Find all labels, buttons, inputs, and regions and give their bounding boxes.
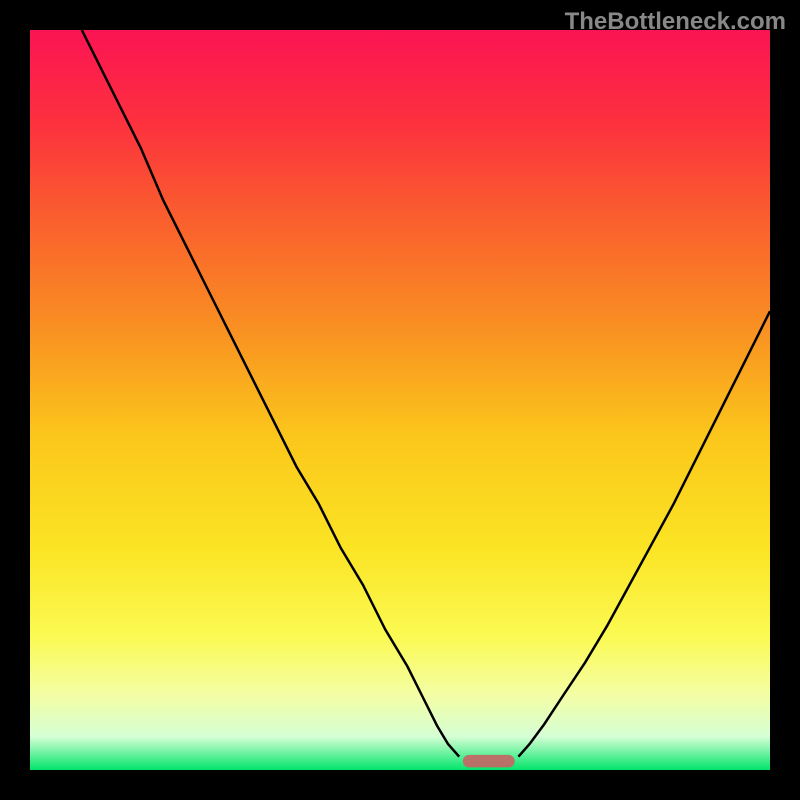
valley-marker [463,755,515,768]
gradient-background [30,30,770,770]
watermark-text: TheBottleneck.com [565,8,786,36]
bottleneck-chart [30,30,770,770]
